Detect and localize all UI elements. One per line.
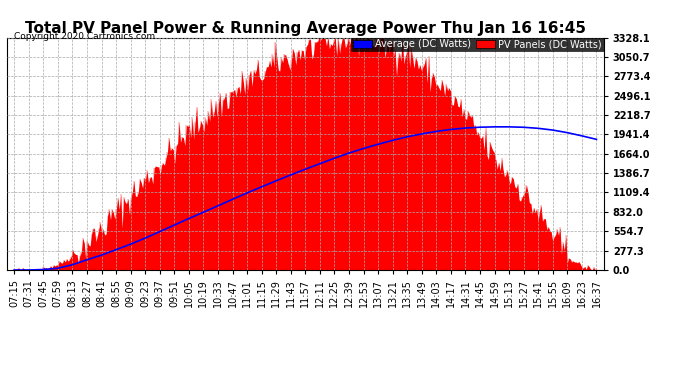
Text: Copyright 2020 Cartronics.com: Copyright 2020 Cartronics.com xyxy=(14,32,155,41)
Title: Total PV Panel Power & Running Average Power Thu Jan 16 16:45: Total PV Panel Power & Running Average P… xyxy=(25,21,586,36)
Legend: Average (DC Watts), PV Panels (DC Watts): Average (DC Watts), PV Panels (DC Watts) xyxy=(351,38,604,51)
